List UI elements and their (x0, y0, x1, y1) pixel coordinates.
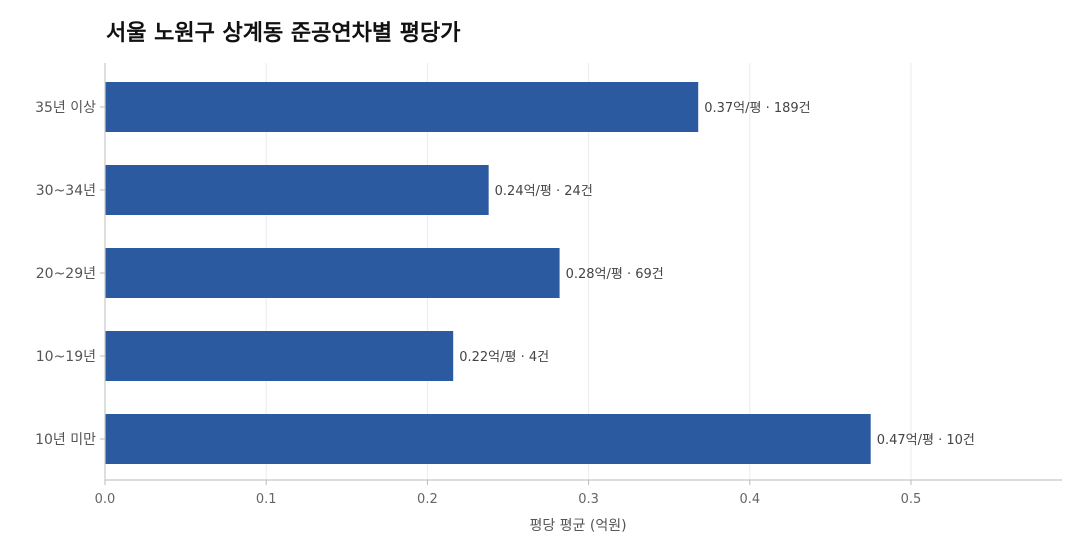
chart-title: 서울 노원구 상계동 준공연차별 평당가 (106, 21, 460, 46)
tick-labels: 0.0 0.1 0.2 0.3 0.4 0.5 (95, 480, 922, 507)
bar-value-label: 0.28억/평 · 69건 (566, 267, 664, 282)
x-tick-label: 0.3 (578, 492, 599, 507)
bar-value-label: 0.24억/평 · 24건 (495, 184, 593, 199)
x-tick-label: 0.4 (739, 492, 760, 507)
bar-value-label: 0.37억/평 · 189건 (704, 101, 810, 116)
category-label: 35년 이상 (35, 100, 96, 116)
category-label: 10년 미만 (35, 432, 96, 448)
x-tick-label: 0.5 (901, 492, 922, 507)
bar (105, 331, 454, 381)
data-labels: 0.37억/평 · 189건 0.24억/평 · 24건 0.28억/평 · 69건… (459, 101, 975, 448)
bar (105, 248, 560, 298)
axes (104, 63, 1062, 481)
bar-value-label: 0.47억/평 · 10건 (877, 433, 975, 448)
category-label: 20~29년 (36, 266, 96, 282)
category-label: 30~34년 (36, 183, 96, 199)
category-label: 10~19년 (36, 349, 96, 365)
x-tick-label: 0.0 (95, 492, 116, 507)
x-tick-label: 0.1 (256, 492, 277, 507)
category-labels: 35년 이상 30~34년 20~29년 10~19년 10년 미만 (35, 100, 105, 448)
bar (105, 82, 699, 132)
bar (105, 414, 871, 464)
bar (105, 165, 489, 215)
x-axis-title: 평당 평균 (억원) (529, 518, 626, 534)
bar-value-label: 0.22억/평 · 4건 (459, 350, 549, 365)
x-tick-label: 0.2 (417, 492, 438, 507)
bars (105, 82, 871, 464)
grid-lines (265, 63, 912, 480)
